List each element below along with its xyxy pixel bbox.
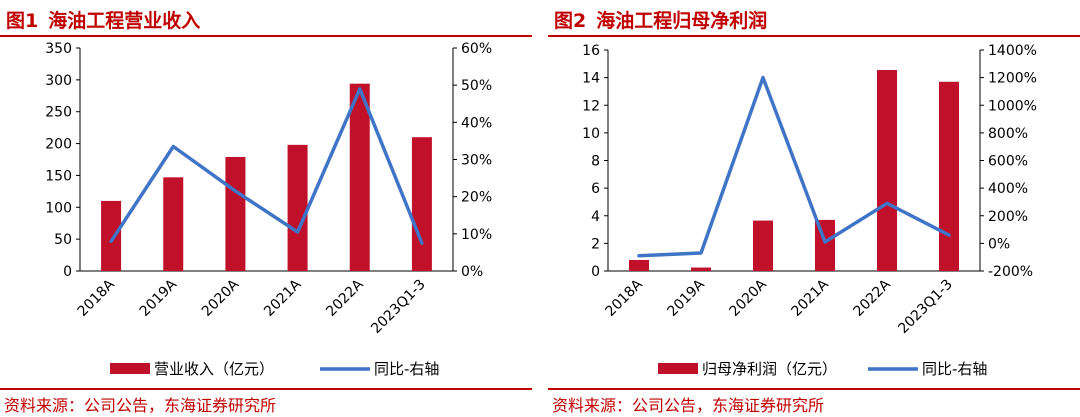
right-tick-label: 0% xyxy=(461,264,483,280)
right-tick-label: 200% xyxy=(988,209,1028,225)
x-tick-label: 2020A xyxy=(199,276,243,320)
right-tick-label: 800% xyxy=(988,126,1028,142)
bar xyxy=(349,83,370,272)
bar xyxy=(287,144,308,271)
bar xyxy=(225,156,246,271)
legend-bar-swatch xyxy=(110,363,150,374)
figure-1-number: 图1 xyxy=(6,10,39,32)
right-tick-label: 40% xyxy=(461,115,492,131)
left-tick-label: 8 xyxy=(591,154,600,170)
left-tick-label: 100 xyxy=(45,200,72,216)
right-tick-label: 1000% xyxy=(988,98,1037,114)
x-tick-label: 2019A xyxy=(137,276,181,320)
figure-2-source: 资料来源：公司公告，东海证券研究所 xyxy=(552,396,825,415)
left-tick-label: 0 xyxy=(63,264,72,280)
left-tick-label: 4 xyxy=(591,209,600,225)
figure-1-top-rule xyxy=(0,35,532,37)
x-tick-label: 2021A xyxy=(261,276,305,320)
bar xyxy=(411,137,432,271)
x-tick-label: 2018A xyxy=(75,276,119,320)
left-tick-label: 14 xyxy=(582,71,600,87)
left-tick-label: 10 xyxy=(582,126,600,142)
bar xyxy=(691,267,711,271)
figure-2-bottom-rule xyxy=(548,388,1080,390)
left-tick-label: 6 xyxy=(591,181,600,197)
x-tick-label: 2018A xyxy=(603,276,647,320)
right-tick-label: 600% xyxy=(988,154,1028,170)
figure-1-panel: 图1 海油工程营业收入 0 50 100 150 200 250 300 350 0% 10% 20%… xyxy=(0,0,532,417)
right-tick-label: 1200% xyxy=(988,71,1037,87)
legend-line-label: 同比-右轴 xyxy=(922,360,987,378)
left-tick-label: 350 xyxy=(45,41,72,57)
bar xyxy=(101,200,122,271)
figure-2-title-text: 海油工程归母净利润 xyxy=(596,10,768,32)
figure-1-title: 图1 海油工程营业收入 xyxy=(6,6,210,33)
right-tick-label: 20% xyxy=(461,190,492,206)
legend-bar-swatch xyxy=(658,363,698,374)
figure-1-chart: 0 50 100 150 200 250 300 350 0% 10% 20% 30% 40% 50% 60… xyxy=(45,41,492,378)
x-tick-label: 2021A xyxy=(789,276,833,320)
bar xyxy=(629,259,649,271)
yoy-line-series xyxy=(109,87,424,245)
left-tick-label: 2 xyxy=(591,236,600,252)
left-tick-label: 150 xyxy=(45,168,72,184)
left-tick-label: 0 xyxy=(591,264,600,280)
left-tick-label: 300 xyxy=(45,73,72,89)
x-tick-label: 2019A xyxy=(665,276,709,320)
figure-2-number: 图2 xyxy=(554,10,587,32)
legend-bar-label: 归母净利润（亿元） xyxy=(702,360,837,378)
right-tick-label: 60% xyxy=(461,41,492,57)
figure-2-top-rule xyxy=(548,35,1080,37)
bar xyxy=(163,177,184,271)
figure-1-source: 资料来源：公司公告，东海证券研究所 xyxy=(4,396,277,415)
right-tick-label: 50% xyxy=(461,78,492,94)
left-tick-label: 50 xyxy=(54,232,72,248)
left-tick-label: 12 xyxy=(582,98,600,114)
x-tick-label: 2022A xyxy=(323,276,367,320)
figure-1-bottom-rule xyxy=(0,388,532,390)
bar xyxy=(753,220,773,271)
legend-bar-label: 营业收入（亿元） xyxy=(154,360,274,378)
right-tick-label: 400% xyxy=(988,181,1028,197)
right-tick-label: 1400% xyxy=(988,43,1037,59)
left-tick-label: 250 xyxy=(45,105,72,121)
left-tick-label: 200 xyxy=(45,137,72,153)
legend-line-label: 同比-右轴 xyxy=(374,360,439,378)
left-tick-label: 16 xyxy=(582,43,600,59)
right-tick-label: 10% xyxy=(461,227,492,243)
x-tick-label: 2022A xyxy=(851,276,895,320)
yoy-line-series xyxy=(637,75,951,258)
figure-1-title-text: 海油工程营业收入 xyxy=(48,10,201,32)
x-tick-label: 2023Q1-3 xyxy=(368,277,428,337)
right-tick-label: 0% xyxy=(988,236,1010,252)
right-tick-label: 30% xyxy=(461,153,492,169)
bar xyxy=(877,70,897,271)
figure-2-panel: 图2 海油工程归母净利润 0 2 4 6 8 10 12 14 16 -200% 0% 200% 400%… xyxy=(548,0,1080,417)
bar xyxy=(939,81,959,271)
figure-2-chart: 0 2 4 6 8 10 12 14 16 -200% 0% 200% 400% 600% 800% 1000… xyxy=(582,43,1037,378)
x-tick-label: 2023Q1-3 xyxy=(895,277,955,337)
right-tick-label: -200% xyxy=(988,264,1033,280)
x-tick-label: 2020A xyxy=(727,276,771,320)
figure-2-title: 图2 海油工程归母净利润 xyxy=(554,6,777,33)
